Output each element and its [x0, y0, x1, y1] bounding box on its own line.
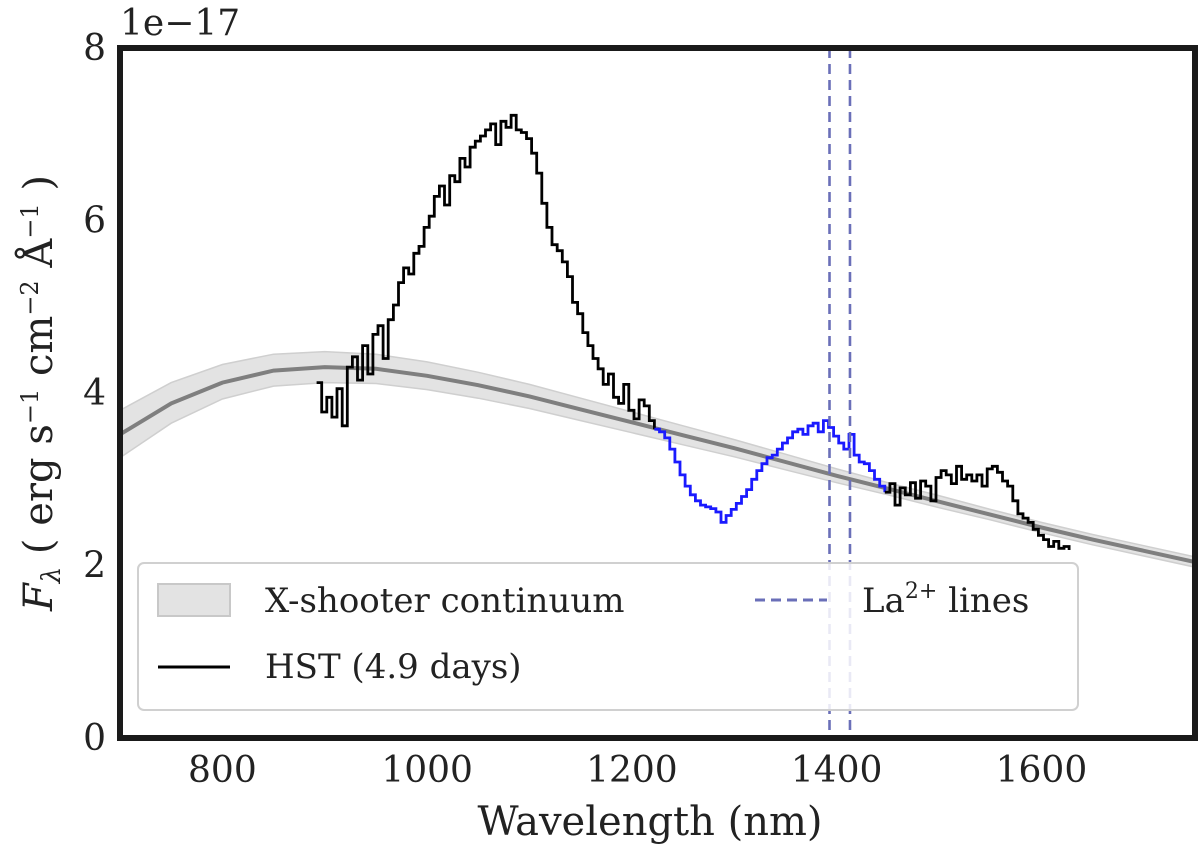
plot-frame	[117, 45, 1198, 741]
legend-label-la-lines: La2+ lines	[862, 579, 1029, 621]
y-label-lambda: λ	[37, 567, 67, 584]
y-label-angstrom: Å	[15, 238, 62, 281]
legend-frame	[137, 562, 1079, 711]
x-tick-label: 800	[188, 750, 257, 791]
legend-label-la-superscript: 2+	[905, 579, 937, 604]
legend-label-continuum: X-shooter continuum	[265, 581, 625, 621]
y-tick-label: 2	[83, 546, 106, 587]
legend: X-shooter continuum HST (4.9 days) La2+ …	[137, 562, 1079, 711]
x-tick-label: 1200	[586, 750, 678, 791]
x-ticks: 800 1000 1200 1400 1600	[188, 750, 1087, 791]
y-label-units: ( erg s	[16, 424, 62, 567]
legend-label-la-suffix: lines	[937, 581, 1029, 621]
y-label-exp3: −1	[16, 203, 44, 238]
la-lines-layer	[828, 48, 852, 738]
y-label-exp2: −2	[16, 280, 44, 315]
legend-swatch-continuum	[157, 583, 231, 617]
series-layer	[120, 113, 1195, 564]
legend-label-hst: HST (4.9 days)	[265, 647, 522, 687]
hst-spectrum-red-end	[884, 464, 1071, 550]
y-label-f: F	[16, 582, 62, 612]
continuum-center-line	[120, 365, 1195, 564]
y-ticks: 0 2 4 6 8	[83, 28, 106, 759]
x-axis-label: Wavelength (nm)	[477, 799, 822, 845]
continuum-band-layer	[120, 350, 1195, 568]
y-label-close: )	[16, 175, 62, 203]
continuum-band	[120, 350, 1195, 568]
hst-spectrum-blue-end	[316, 113, 656, 430]
x-tick-label: 1000	[381, 750, 473, 791]
y-tick-label: 8	[83, 28, 106, 69]
y-axis-label: Fλ ( erg s−1 cm−2 Å−1 )	[15, 175, 67, 612]
x-tick-label: 1600	[996, 750, 1088, 791]
y-tick-label: 4	[83, 373, 106, 414]
axes: 800 1000 1200 1400 1600 0 2 4 6 8 1e−17 Waveleng…	[15, 3, 1198, 845]
y-offset-text: 1e−17	[120, 3, 240, 44]
y-tick-label: 0	[83, 718, 106, 759]
y-tick-label: 6	[83, 201, 106, 242]
y-label-exp1: −1	[16, 389, 44, 424]
x-tick-label: 1400	[791, 750, 883, 791]
y-label-cm: cm	[16, 316, 62, 389]
